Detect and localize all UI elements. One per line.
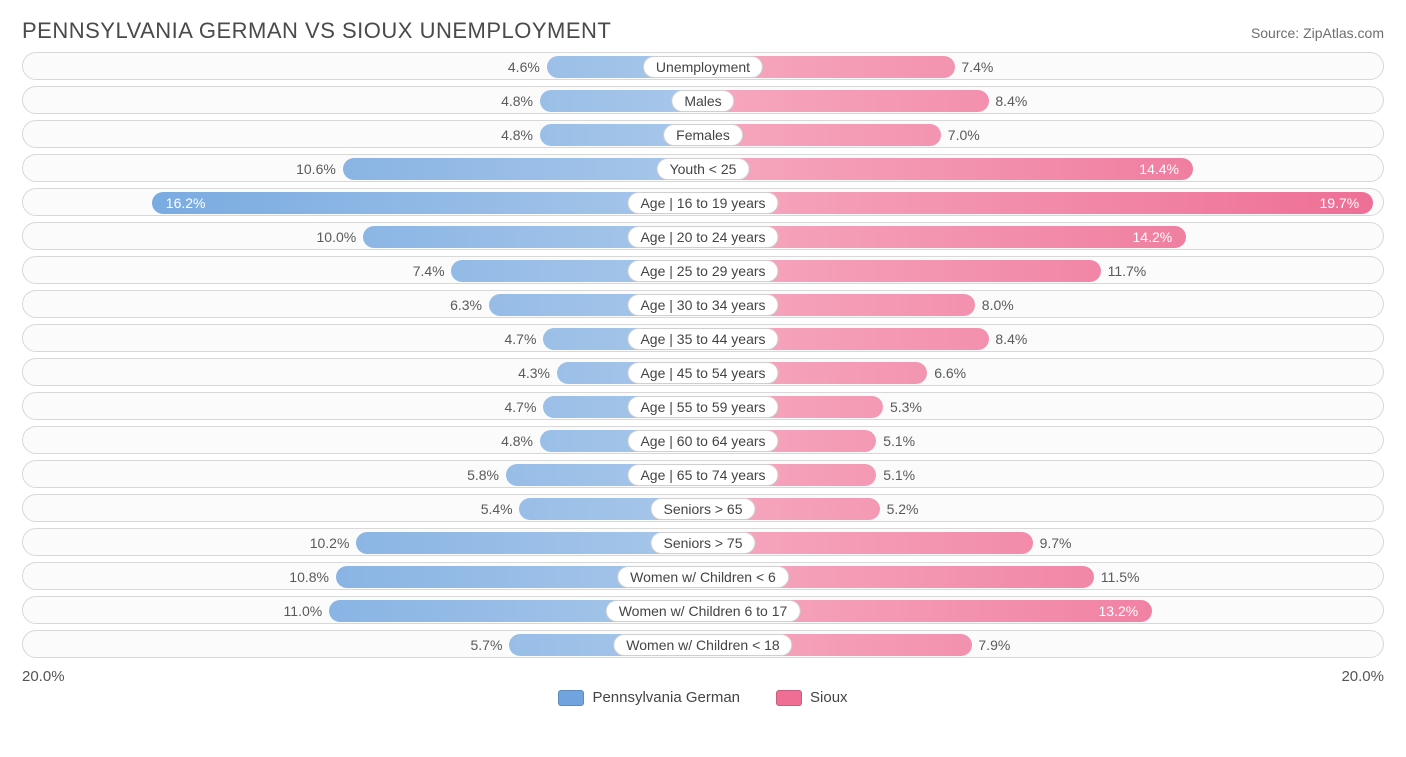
right-value: 9.7%	[1040, 529, 1072, 557]
right-bar	[703, 90, 989, 112]
left-value: 4.8%	[501, 87, 533, 115]
category-pill: Age | 45 to 54 years	[627, 362, 778, 384]
left-value: 10.2%	[310, 529, 350, 557]
left-value: 7.4%	[413, 257, 445, 285]
left-value: 5.4%	[481, 495, 513, 523]
right-value: 11.5%	[1101, 563, 1140, 591]
left-bar	[343, 158, 703, 180]
right-value: 14.2%	[1133, 223, 1173, 251]
chart-row: 10.2% 9.7% Seniors > 75	[22, 528, 1384, 556]
axis-right-label: 20.0%	[1341, 668, 1384, 685]
left-value: 4.8%	[501, 121, 533, 149]
legend: Pennsylvania German Sioux	[22, 689, 1384, 706]
right-value: 5.1%	[883, 427, 915, 455]
legend-swatch-left	[558, 690, 584, 706]
category-pill: Youth < 25	[657, 158, 750, 180]
left-value: 4.7%	[504, 325, 536, 353]
category-pill: Unemployment	[643, 56, 763, 78]
left-value: 4.3%	[518, 359, 550, 387]
right-value: 5.3%	[890, 393, 922, 421]
chart-row: 4.8% 8.4% Males	[22, 86, 1384, 114]
right-bar	[703, 158, 1193, 180]
right-value: 6.6%	[934, 359, 966, 387]
category-pill: Seniors > 75	[651, 532, 756, 554]
right-value: 11.7%	[1108, 257, 1147, 285]
category-pill: Age | 35 to 44 years	[627, 328, 778, 350]
right-value: 5.2%	[887, 495, 919, 523]
right-value: 7.0%	[948, 121, 980, 149]
right-value: 13.2%	[1099, 597, 1139, 625]
chart-row: 4.7% 8.4% Age | 35 to 44 years	[22, 324, 1384, 352]
left-value: 4.8%	[501, 427, 533, 455]
chart-row: 5.4% 5.2% Seniors > 65	[22, 494, 1384, 522]
right-value: 8.4%	[995, 87, 1027, 115]
legend-swatch-right	[776, 690, 802, 706]
category-pill: Age | 65 to 74 years	[627, 464, 778, 486]
chart-row: 5.8% 5.1% Age | 65 to 74 years	[22, 460, 1384, 488]
left-value: 4.7%	[504, 393, 536, 421]
left-value: 4.6%	[508, 53, 540, 81]
chart-row: 4.8% 5.1% Age | 60 to 64 years	[22, 426, 1384, 454]
right-bar	[703, 192, 1373, 214]
legend-item-right: Sioux	[776, 689, 848, 706]
category-pill: Age | 55 to 59 years	[627, 396, 778, 418]
left-bar	[152, 192, 703, 214]
left-value: 10.8%	[289, 563, 329, 591]
source-label: Source:	[1251, 25, 1303, 41]
chart-row: 4.7% 5.3% Age | 55 to 59 years	[22, 392, 1384, 420]
left-value: 5.7%	[470, 631, 502, 659]
chart-row: 10.0% 14.2% Age | 20 to 24 years	[22, 222, 1384, 250]
left-value: 11.0%	[284, 597, 323, 625]
category-pill: Females	[663, 124, 743, 146]
category-pill: Women w/ Children < 6	[617, 566, 789, 588]
diverging-bar-chart: 4.6% 7.4% Unemployment 4.8% 8.4% Males 4.8% 7.0…	[0, 52, 1406, 706]
chart-row: 5.7% 7.9% Women w/ Children < 18	[22, 630, 1384, 658]
left-value: 16.2%	[166, 189, 206, 217]
category-pill: Women w/ Children 6 to 17	[606, 600, 801, 622]
chart-row: 10.6% 14.4% Youth < 25	[22, 154, 1384, 182]
x-axis: 20.0% 20.0%	[22, 664, 1384, 687]
chart-row: 7.4% 11.7% Age | 25 to 29 years	[22, 256, 1384, 284]
legend-item-left: Pennsylvania German	[558, 689, 740, 706]
chart-source: Source: ZipAtlas.com	[1251, 25, 1384, 41]
category-pill: Age | 25 to 29 years	[627, 260, 778, 282]
category-pill: Seniors > 65	[651, 498, 756, 520]
left-value: 10.0%	[317, 223, 357, 251]
category-pill: Age | 20 to 24 years	[627, 226, 778, 248]
chart-row: 10.8% 11.5% Women w/ Children < 6	[22, 562, 1384, 590]
chart-row: 4.3% 6.6% Age | 45 to 54 years	[22, 358, 1384, 386]
chart-title: PENNSYLVANIA GERMAN VS SIOUX UNEMPLOYMEN…	[22, 18, 611, 44]
chart-row: 4.6% 7.4% Unemployment	[22, 52, 1384, 80]
chart-header: PENNSYLVANIA GERMAN VS SIOUX UNEMPLOYMEN…	[0, 0, 1406, 52]
chart-row: 4.8% 7.0% Females	[22, 120, 1384, 148]
right-value: 19.7%	[1320, 189, 1360, 217]
category-pill: Age | 30 to 34 years	[627, 294, 778, 316]
chart-row: 11.0% 13.2% Women w/ Children 6 to 17	[22, 596, 1384, 624]
left-value: 5.8%	[467, 461, 499, 489]
right-value: 8.4%	[995, 325, 1027, 353]
category-pill: Males	[671, 90, 734, 112]
right-value: 7.4%	[961, 53, 993, 81]
source-name: ZipAtlas.com	[1303, 25, 1384, 41]
chart-row: 6.3% 8.0% Age | 30 to 34 years	[22, 290, 1384, 318]
axis-left-label: 20.0%	[22, 668, 65, 685]
right-value: 7.9%	[978, 631, 1010, 659]
chart-row: 16.2% 19.7% Age | 16 to 19 years	[22, 188, 1384, 216]
right-value: 14.4%	[1139, 155, 1179, 183]
right-value: 5.1%	[883, 461, 915, 489]
category-pill: Age | 60 to 64 years	[627, 430, 778, 452]
legend-label-right: Sioux	[810, 689, 848, 706]
right-value: 8.0%	[982, 291, 1014, 319]
legend-label-left: Pennsylvania German	[592, 689, 740, 706]
left-value: 6.3%	[450, 291, 482, 319]
category-pill: Age | 16 to 19 years	[627, 192, 778, 214]
category-pill: Women w/ Children < 18	[613, 634, 792, 656]
left-value: 10.6%	[296, 155, 336, 183]
